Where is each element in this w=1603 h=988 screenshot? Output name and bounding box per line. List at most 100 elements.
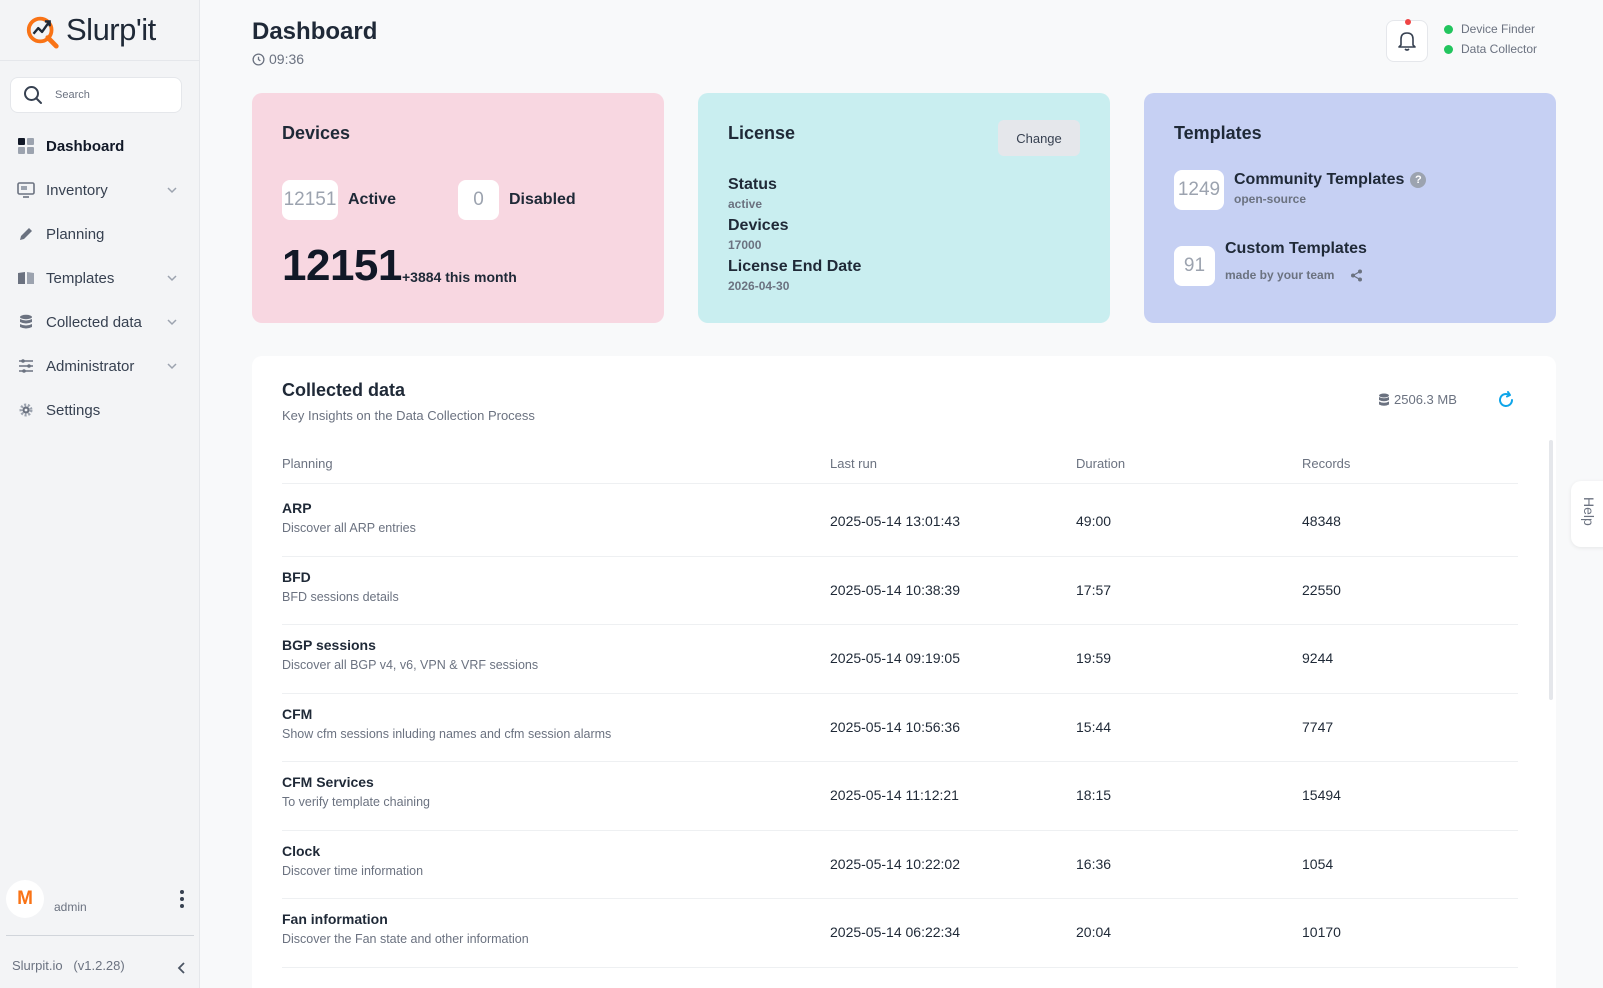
refresh-icon[interactable] — [1496, 390, 1516, 410]
active-count-badge: 12151 — [282, 180, 338, 220]
search-input[interactable] — [55, 89, 165, 101]
search-box[interactable] — [10, 77, 182, 113]
row-last-run: 2025-05-14 09:19:05 — [830, 650, 960, 666]
row-last-run: 2025-05-14 10:56:36 — [830, 718, 960, 735]
help-tab[interactable]: Help — [1571, 481, 1603, 547]
database-icon — [16, 312, 36, 332]
change-license-button[interactable]: Change — [998, 120, 1080, 156]
divider — [6, 935, 194, 936]
row-duration: 18:15 — [1076, 787, 1112, 803]
row-name: Fan information — [282, 911, 388, 927]
row-name: Clock — [282, 842, 321, 859]
bell-icon — [1398, 32, 1416, 51]
divider — [0, 60, 200, 61]
row-name: CFM Services — [282, 774, 374, 790]
column-header-records[interactable]: Records — [1302, 456, 1351, 471]
user-profile[interactable]: M admin — [6, 880, 194, 920]
sidebar-item-collected-data[interactable]: Collected data — [0, 300, 200, 344]
storage-value: 2506.3 MB — [1394, 392, 1457, 407]
community-templates-label[interactable]: Community Templates ? — [1234, 171, 1427, 189]
panel-title: Collected data — [282, 380, 406, 400]
user-name: admin — [54, 900, 87, 914]
license-devices-label: Devices — [728, 217, 789, 234]
notifications-button[interactable] — [1386, 19, 1428, 62]
kebab-menu-icon[interactable] — [176, 888, 188, 910]
row-last-run: 2025-05-14 10:38:39 — [830, 581, 960, 598]
row-description: To verify template chaining — [282, 795, 430, 809]
license-status-value: active — [728, 197, 763, 211]
book-icon — [16, 268, 36, 288]
table-body: ARP Discover all ARP entries 2025-05-14 … — [282, 488, 1518, 968]
sidebar-item-dashboard[interactable]: Dashboard — [0, 124, 200, 168]
custom-templates-sub: made by your team — [1225, 268, 1363, 282]
custom-count-badge: 91 — [1174, 246, 1215, 286]
footer-site[interactable]: Slurpit.io — [12, 958, 63, 973]
row-description: Show cfm sessions inluding names and cfm… — [282, 726, 612, 741]
help-circle-icon[interactable]: ? — [1410, 172, 1427, 188]
clock-icon — [252, 52, 265, 66]
templates-card: Templates 1249 Community Templates ? ope… — [1144, 93, 1556, 323]
sliders-icon — [16, 356, 36, 376]
database-icon — [1379, 393, 1389, 406]
community-templates-text: Community Templates — [1234, 171, 1405, 188]
logo-icon — [26, 16, 59, 49]
table-row[interactable]: ARP Discover all ARP entries 2025-05-14 … — [282, 488, 1518, 557]
license-devices-value: 17000 — [728, 238, 762, 252]
column-header-duration[interactable]: Duration — [1076, 456, 1126, 471]
table-row[interactable]: Clock Discover time information 2025-05-… — [282, 831, 1518, 899]
sidebar-item-settings[interactable]: Settings — [0, 388, 200, 432]
time-value: 09:36 — [269, 51, 305, 67]
card-title: Devices — [282, 123, 351, 143]
app-logo[interactable]: Slurp'it — [24, 10, 156, 50]
table-row[interactable]: BFD BFD sessions details 2025-05-14 10:3… — [282, 557, 1518, 625]
custom-templates-label[interactable]: Custom Templates — [1225, 240, 1367, 257]
sidebar-item-planning[interactable]: Planning — [0, 212, 200, 256]
sidebar-item-administrator[interactable]: Administrator — [0, 344, 200, 388]
status-data-collector: Data Collector — [1444, 39, 1537, 59]
column-header-last-run[interactable]: Last run — [830, 456, 877, 471]
license-card: License Change Status active Devices 170… — [698, 93, 1110, 323]
current-time: 09:36 — [252, 51, 304, 67]
row-duration: 17:57 — [1076, 581, 1112, 598]
sidebar-item-label: Planning — [46, 225, 105, 243]
sidebar-item-label: Inventory — [46, 181, 108, 199]
license-end-value: 2026-04-30 — [728, 279, 790, 293]
page-title: Dashboard — [252, 18, 378, 45]
share-icon[interactable] — [1350, 269, 1363, 282]
table-row[interactable]: CFM Services To verify template chaining… — [282, 762, 1518, 831]
sidebar-item-inventory[interactable]: Inventory — [0, 168, 200, 212]
status-label: Device Finder — [1461, 22, 1536, 36]
table-row[interactable]: BGP sessions Discover all BGP v4, v6, VP… — [282, 625, 1518, 694]
avatar[interactable]: M — [6, 880, 44, 918]
sidebar-item-templates[interactable]: Templates — [0, 256, 200, 300]
card-title: License — [728, 123, 796, 143]
row-records: 7747 — [1302, 718, 1334, 735]
sidebar-item-label: Collected data — [46, 313, 142, 331]
status-indicator — [1444, 44, 1453, 54]
status-indicator — [1444, 24, 1453, 34]
table-row[interactable]: CFM Show cfm sessions inluding names and… — [282, 694, 1518, 762]
chevron-down-icon — [167, 319, 177, 326]
row-records: 15494 — [1302, 787, 1341, 803]
total-devices: 12151 — [282, 241, 402, 290]
app-name: Slurp'it — [66, 12, 156, 47]
chevron-down-icon — [167, 363, 177, 370]
row-name: BGP sessions — [282, 637, 376, 653]
row-last-run: 2025-05-14 13:01:43 — [830, 513, 960, 529]
sidebar: Slurp'it Dashboard Inventory Planni — [0, 0, 200, 988]
collapse-sidebar-icon[interactable] — [175, 961, 187, 975]
service-status-list: Device Finder Data Collector — [1444, 19, 1537, 59]
scrollbar[interactable] — [1549, 440, 1553, 700]
table-row[interactable]: Fan information Discover the Fan state a… — [282, 899, 1518, 968]
row-description: Discover all BGP v4, v6, VPN & VRF sessi… — [282, 658, 539, 672]
disabled-label: Disabled — [509, 191, 576, 208]
row-description: Discover all ARP entries — [282, 521, 416, 535]
column-header-planning[interactable]: Planning — [282, 456, 333, 471]
row-records: 1054 — [1302, 855, 1334, 872]
row-name: CFM — [282, 705, 313, 722]
row-name: BFD — [282, 568, 311, 585]
chevron-down-icon — [167, 187, 177, 194]
row-records: 22550 — [1302, 581, 1341, 598]
row-last-run: 2025-05-14 11:12:21 — [830, 787, 959, 803]
storage-size: 2506.3 MB — [1378, 392, 1457, 407]
